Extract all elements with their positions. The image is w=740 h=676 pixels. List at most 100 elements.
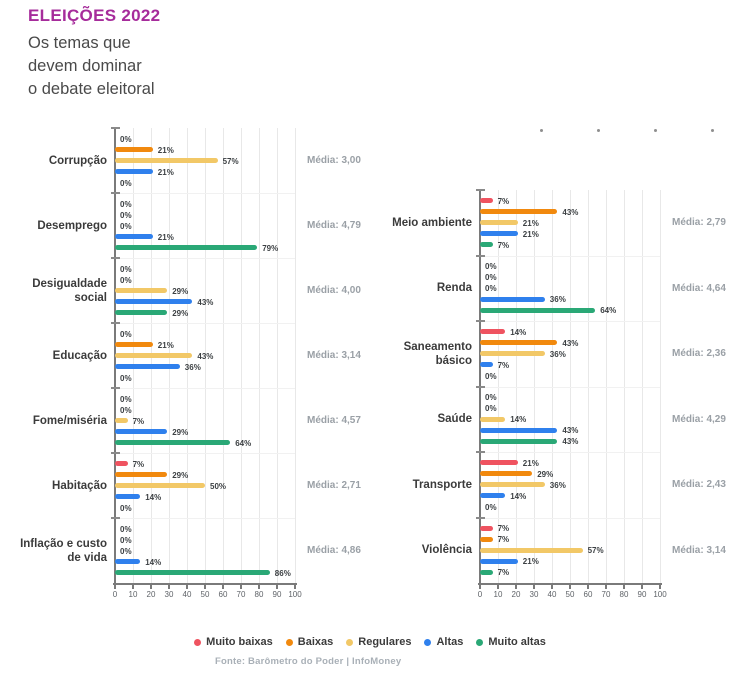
bar-row: 7% [115,458,295,469]
legend-item: Altas [424,636,463,648]
bar-value-label: 43% [562,437,579,447]
x-axis-tick-label: 70 [601,590,611,599]
bar-row: 43% [480,425,660,436]
x-axis-tick-label: 60 [218,590,228,599]
category-label: Meio ambiente [392,216,472,229]
bar-row: 57% [480,545,660,556]
bar-row: 21% [115,339,295,350]
bar-row: 0% [115,274,295,285]
bar-regulares [115,353,193,358]
bar-row: 14% [480,490,660,501]
category-label: Renda [436,282,472,295]
x-axis-tick [623,585,625,589]
bar-value-label: 0% [485,262,497,272]
group-separator [480,386,660,388]
bar-value-label: 0% [120,178,132,188]
bar-row: 0% [115,523,295,534]
bar-row: 79% [115,242,295,253]
media-label: Média: 2,79 [672,217,726,229]
bar-value-label: 43% [197,351,214,361]
group-separator [480,321,660,322]
bar-value-label: 36% [184,362,201,372]
bar-row: 36% [480,294,660,305]
bar-group: 0% 21% 43% 36% 0% [115,323,295,388]
x-axis-tick-label: 40 [182,590,192,599]
bar-value-label: 86% [274,568,291,578]
bar-row: 7% [480,359,660,370]
bar-row: 21% [480,228,660,239]
x-axis-tick-label: 90 [272,590,282,599]
bar-group: 14% 43% 36% 7% 0% [480,321,660,387]
bar-regulares [480,220,518,226]
bar-muito-altas [480,438,558,444]
bar-value-label: 50% [210,481,227,491]
x-axis-tick [587,585,589,589]
title-line: Os temas que [28,34,131,52]
x-axis-tick-label: 50 [200,590,210,599]
bar-row: 36% [115,361,295,372]
media-label: Média: 3,00 [307,155,361,166]
bar-row: 29% [115,285,295,296]
x-axis-tick-label: 10 [493,590,503,599]
bar-value-label: 36% [549,349,566,359]
bar-value-label: 0% [120,394,132,404]
bar-row: 0% [115,393,295,404]
bar-value-label: 0% [485,371,497,381]
bar-muito-baixas [115,461,128,466]
bar-value-label: 7% [132,459,145,469]
axis-boundary-tick [476,516,485,519]
category-label: Saneamento básico [403,340,472,367]
bar-value-label: 0% [485,273,497,283]
bar-value-label: 0% [485,284,497,294]
bar-altas [480,493,506,499]
axis-boundary-tick [476,385,485,388]
bar-row: 0% [115,263,295,274]
x-axis-tick [186,585,188,589]
bar-group: 0% 0% 14% 43% 43% [480,387,660,453]
bar-row: 14% [115,556,295,567]
plot-area: 7% 43% 21% 21% 7% 0% 0% 0% 36% 64% 14% 43% 36% 7% 0% 0%… [476,189,661,583]
x-axis-tick-label: 30 [164,590,174,599]
bar-row: 43% [115,350,295,361]
bar-row: 64% [480,305,660,316]
bar-row: 7% [480,239,660,250]
x-axis-tick [168,585,170,589]
bar-row: 7% [115,415,295,426]
media-label: Média: 3,14 [307,350,361,361]
media-label: Média: 4,79 [307,220,361,231]
bar-value-label: 0% [120,221,132,231]
bar-value-label: 0% [485,393,497,403]
bar-muito-altas [115,310,168,315]
bar-regulares [480,547,583,553]
group-separator [480,255,660,257]
bar-muito-baixas [480,525,493,531]
bar-muito-altas [115,440,231,445]
x-axis-tick-label: 80 [254,590,264,599]
legend-label: Muito baixas [206,636,273,648]
bar-row: 7% [480,195,660,206]
category-label: Saúde [437,413,472,426]
bar-value-label: 7% [497,568,510,578]
bar-value-label: 43% [197,297,214,307]
bar-value-label: 64% [235,438,252,448]
gridline [205,128,206,583]
bar-altas [480,296,545,302]
x-axis-tick [294,585,296,589]
bar-value-label: 0% [120,405,132,415]
axis-boundary-tick [476,320,485,322]
bar-row: 43% [480,337,660,348]
category-label: Habitação [52,479,107,492]
bar-row: 57% [115,155,295,166]
bar-row: 0% [115,209,295,220]
bar-value-label: 7% [497,535,510,545]
legend-item: Muito altas [476,636,546,648]
x-axis: 0 10 20 30 40 50 60 70 80 90 100 [478,583,667,601]
bar-regulares [480,482,545,488]
bar-group: 0% 0% 29% 43% 29% [115,258,295,323]
bar-row: 29% [480,468,660,479]
x-axis-tick-label: 0 [112,590,118,599]
x-axis-tick [204,585,206,589]
bar-altas [480,362,493,368]
bar-muito-altas [480,569,493,575]
x-axis-tick [533,585,535,589]
